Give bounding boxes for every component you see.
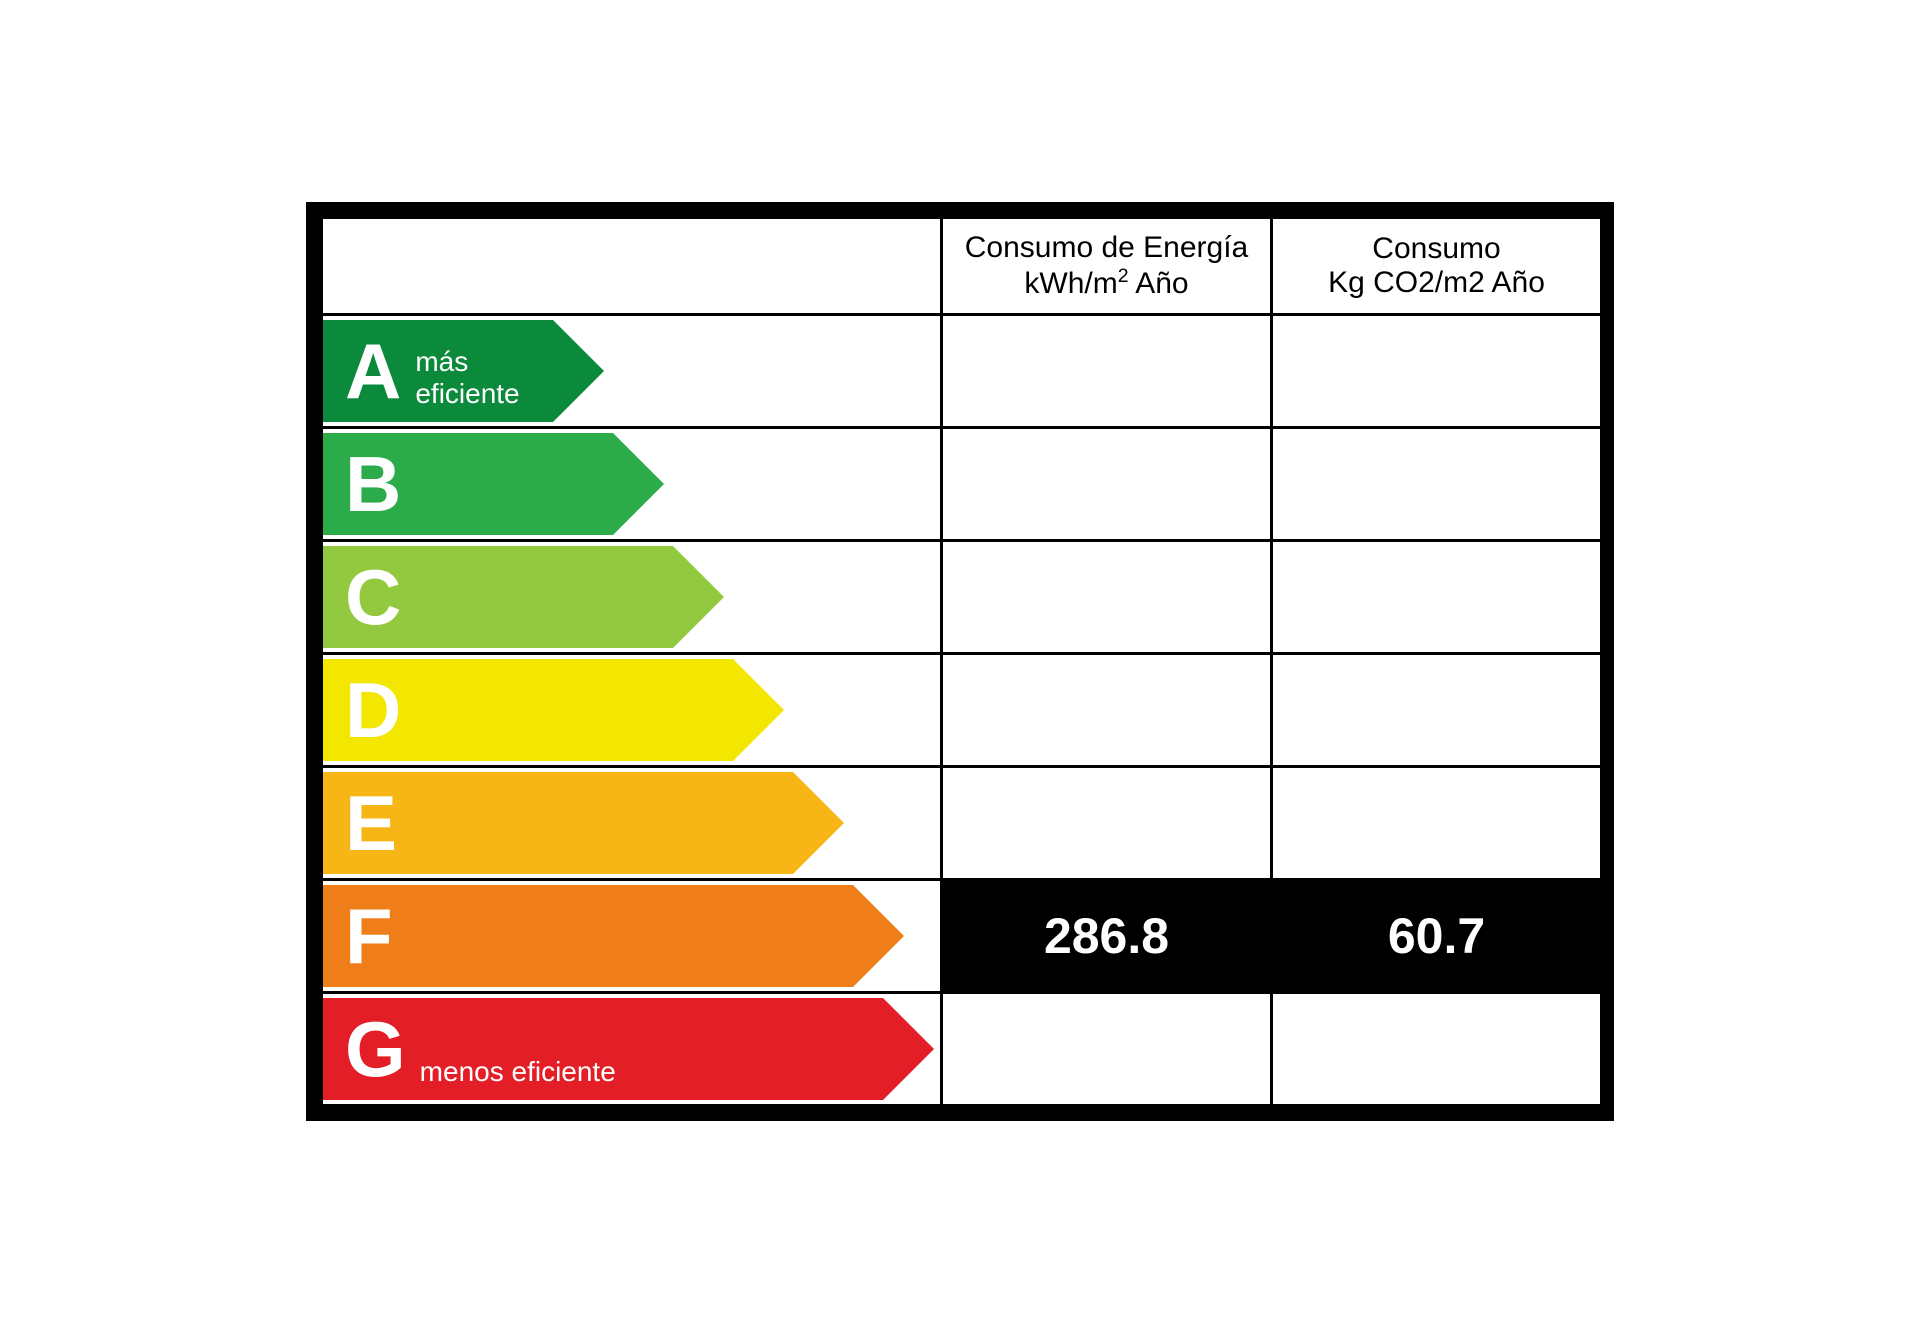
rating-row-e: E — [322, 767, 1602, 880]
co2-value-g — [1272, 993, 1602, 1106]
rating-subtitle-a: más eficiente — [401, 346, 553, 422]
co2-value-d — [1272, 654, 1602, 767]
rating-arrow-cell-e: E — [322, 767, 942, 880]
rating-row-b: B — [322, 428, 1602, 541]
rating-arrow-b: B — [323, 429, 940, 539]
rating-row-f: F 286.860.7 — [322, 880, 1602, 993]
rating-arrow-cell-f: F — [322, 880, 942, 993]
rating-arrow-body-a: Amás eficiente — [323, 320, 553, 422]
header-row: Consumo de Energía kWh/m2 Año Consumo Kg… — [322, 218, 1602, 315]
rating-subtitle-g: menos eficiente — [406, 1056, 616, 1100]
co2-value-e — [1272, 767, 1602, 880]
rating-arrow-cell-g: Gmenos eficiente — [322, 993, 942, 1106]
rating-arrow-body-e: E — [323, 772, 793, 874]
header-blank — [322, 218, 942, 315]
rating-letter-b: B — [323, 445, 401, 523]
rating-arrow-c: C — [323, 542, 940, 652]
rating-letter-e: E — [323, 784, 397, 862]
rating-arrow-cell-a: Amás eficiente — [322, 315, 942, 428]
energy-value-a — [942, 315, 1272, 428]
rating-letter-d: D — [323, 671, 401, 749]
rating-arrow-g: Gmenos eficiente — [323, 994, 940, 1104]
co2-value-a — [1272, 315, 1602, 428]
rating-arrow-body-c: C — [323, 546, 673, 648]
energy-value-e — [942, 767, 1272, 880]
co2-value-b — [1272, 428, 1602, 541]
rating-arrow-d: D — [323, 655, 940, 765]
rating-letter-f: F — [323, 897, 393, 975]
rating-arrow-e: E — [323, 768, 940, 878]
header-energy-line1: Consumo de Energía — [965, 231, 1249, 264]
rating-row-d: D — [322, 654, 1602, 767]
certificate-table: Consumo de Energía kWh/m2 Año Consumo Kg… — [320, 216, 1603, 1107]
energy-certificate: Consumo de Energía kWh/m2 Año Consumo Kg… — [306, 202, 1614, 1121]
rating-row-g: Gmenos eficiente — [322, 993, 1602, 1106]
co2-value-c — [1272, 541, 1602, 654]
energy-value-d — [942, 654, 1272, 767]
ratings-body: Amás eficienteBCDEF286.860.7Gmenos efici… — [322, 315, 1602, 1106]
energy-value-c — [942, 541, 1272, 654]
rating-arrow-body-d: D — [323, 659, 733, 761]
energy-value-b — [942, 428, 1272, 541]
rating-arrow-a: Amás eficiente — [323, 316, 940, 426]
header-co2-line2: Kg CO2/m2 Año — [1328, 266, 1545, 299]
header-energy-line2-prefix: kWh/m — [1024, 267, 1117, 300]
rating-letter-c: C — [323, 558, 401, 636]
rating-arrow-body-f: F — [323, 885, 853, 987]
certificate-frame: Consumo de Energía kWh/m2 Año Consumo Kg… — [306, 202, 1614, 1121]
rating-letter-g: G — [323, 1010, 406, 1088]
header-co2-line1: Consumo — [1372, 232, 1500, 265]
header-co2: Consumo Kg CO2/m2 Año — [1272, 218, 1602, 315]
rating-arrow-body-g: Gmenos eficiente — [323, 998, 883, 1100]
rating-arrow-cell-c: C — [322, 541, 942, 654]
energy-value-g — [942, 993, 1272, 1106]
rating-arrow-f: F — [323, 881, 940, 991]
rating-letter-a: A — [323, 332, 401, 410]
rating-row-c: C — [322, 541, 1602, 654]
energy-value-f: 286.8 — [942, 880, 1272, 993]
header-energy-line2-suffix: Año — [1129, 267, 1189, 300]
rating-arrow-body-b: B — [323, 433, 613, 535]
rating-arrow-cell-b: B — [322, 428, 942, 541]
co2-value-f: 60.7 — [1272, 880, 1602, 993]
header-energy: Consumo de Energía kWh/m2 Año — [942, 218, 1272, 315]
rating-row-a: Amás eficiente — [322, 315, 1602, 428]
rating-arrow-cell-d: D — [322, 654, 942, 767]
header-energy-sup: 2 — [1118, 265, 1129, 287]
